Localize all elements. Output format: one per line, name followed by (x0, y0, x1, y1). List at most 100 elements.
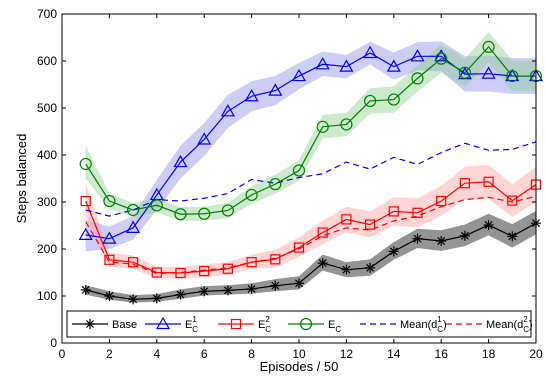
confidence-bands (85, 31, 536, 303)
y-tick-label: 100 (37, 289, 57, 303)
marker-series-2 (246, 257, 257, 268)
marker-series-0 (507, 231, 518, 242)
marker-series-3 (458, 66, 471, 79)
marker-series-2 (483, 176, 494, 187)
marker-series-0 (436, 236, 447, 247)
marker-series-3 (174, 208, 187, 221)
marker-series-0 (175, 289, 186, 300)
legend-entry-5: Mean(d2 C) (446, 315, 533, 334)
x-tick-label: 12 (340, 347, 354, 361)
line-series-1 (85, 52, 536, 240)
y-tick-label: 500 (37, 101, 57, 115)
x-tick-label: 20 (529, 347, 543, 361)
y-axis-ticks: 0 100 200 300 400 500 600 700 (37, 7, 536, 350)
legend-entry-4: Mean(d1 C) (360, 315, 447, 334)
marker-series-3 (103, 194, 116, 208)
marker-series-1 (197, 132, 212, 145)
marker-series-2 (199, 265, 210, 277)
legend-marker (85, 319, 95, 329)
marker-series-3 (340, 118, 353, 131)
marker-series-3 (127, 203, 140, 217)
line-series-3 (85, 45, 536, 215)
y-tick-label: 200 (37, 242, 57, 256)
marker-series-1 (268, 83, 283, 96)
marker-series-3 (292, 164, 306, 177)
marker-series-0 (128, 294, 139, 305)
marker-series-1 (244, 89, 259, 102)
marker-series-3 (221, 204, 234, 217)
legend: Base E1 C E2 C EC Mean(d1 C) Mean(d2 C) (66, 310, 533, 338)
marker-series-0 (270, 280, 281, 291)
legend-label: Mean(d2 C) (486, 315, 533, 334)
marker-series-2 (459, 178, 470, 189)
x-tick-label: 14 (387, 347, 401, 361)
marker-series-2 (436, 195, 447, 207)
marker-series-3 (198, 207, 211, 220)
marker-series-3 (79, 157, 92, 171)
marker-series-3 (387, 93, 400, 106)
marker-series-0 (104, 291, 115, 301)
marker-series-0 (388, 246, 399, 257)
marker-series-2 (175, 267, 186, 279)
marker-series-2 (341, 214, 352, 225)
marker-series-3 (482, 40, 495, 54)
marker-series-2 (388, 206, 399, 217)
marker-series-0 (412, 233, 423, 244)
marker-series-2 (270, 254, 281, 265)
x-tick-label: 10 (292, 347, 306, 361)
legend-entry-2: E2 C (218, 315, 271, 334)
marker-series-0 (294, 278, 304, 289)
line-series-0 (85, 222, 537, 300)
marker-series-1 (173, 154, 188, 168)
marker-series-1 (126, 220, 141, 233)
marker-series-0 (222, 285, 233, 296)
marker-series-1 (410, 49, 425, 62)
marker-series-2 (507, 195, 518, 206)
marker-series-3 (364, 94, 377, 108)
y-tick-label: 400 (37, 148, 57, 162)
legend-marker (230, 318, 242, 330)
legend-entry-3: EC (288, 317, 341, 334)
x-tick-label: 6 (201, 347, 208, 361)
marker-series-3 (316, 120, 329, 133)
marker-series-3 (506, 69, 519, 83)
marker-series-1 (339, 59, 354, 72)
marker-series-0 (199, 286, 210, 297)
legend-label: E2 C (258, 315, 271, 334)
marker-series-2 (222, 263, 233, 274)
marker-series-1 (363, 45, 378, 59)
y-tick-label: 600 (37, 54, 57, 68)
legend-label: Mean(d1 C) (400, 315, 447, 334)
x-tick-label: 0 (59, 347, 66, 361)
marker-series-0 (483, 220, 494, 231)
legend-marker (155, 316, 171, 330)
legend-entry-1: E1 C (145, 315, 198, 334)
x-axis-label: Episodes / 50 (260, 359, 339, 374)
x-tick-label: 4 (153, 347, 160, 361)
marker-series-2 (412, 207, 423, 218)
marker-series-2 (317, 227, 328, 238)
x-tick-label: 8 (248, 347, 255, 361)
marker-series-1 (78, 227, 93, 240)
x-tick-label: 16 (435, 347, 449, 361)
marker-series-1 (505, 68, 520, 82)
y-tick-label: 0 (50, 336, 57, 350)
legend-label: E1 C (185, 315, 198, 334)
marker-series-2 (128, 257, 139, 268)
marker-series-0 (365, 262, 376, 273)
marker-series-0 (246, 283, 257, 294)
band-series-1 (85, 41, 536, 252)
marker-series-0 (151, 293, 162, 304)
x-axis-ticks: 0 2 4 6 8 10 12 14 16 18 20 (59, 14, 543, 361)
marker-series-0 (317, 258, 328, 269)
marker-series-1 (102, 231, 117, 244)
line-series-4 (85, 141, 537, 217)
marker-series-2 (80, 195, 91, 207)
y-axis-label: Steps balanced (14, 134, 29, 224)
marker-series-2 (104, 254, 115, 265)
marker-series-2 (365, 219, 376, 230)
x-tick-label: 2 (106, 347, 113, 361)
marker-series-1 (386, 59, 401, 72)
band-series-0 (85, 210, 536, 303)
